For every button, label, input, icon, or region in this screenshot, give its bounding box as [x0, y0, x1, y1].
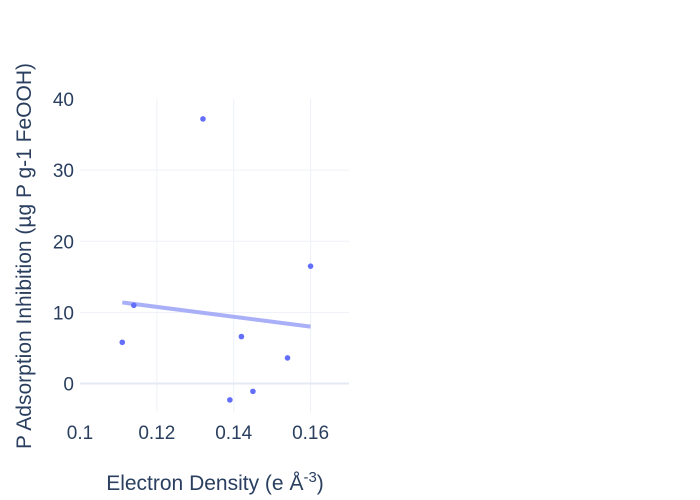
- y-tick-label: 0: [63, 375, 74, 396]
- x-tick-label: 0.12: [138, 423, 175, 444]
- x-tick-label: 0.14: [215, 423, 252, 444]
- y-axis-title: P Adsorption Inhibition (µg P g-1 FeOOH): [13, 63, 36, 449]
- y-tick-label: 10: [53, 303, 74, 324]
- scatter-point[interactable]: [131, 302, 137, 309]
- x-axis-title-superscript: -3: [303, 469, 316, 486]
- scatter-point[interactable]: [238, 333, 245, 340]
- scatter-point[interactable]: [307, 263, 314, 269]
- x-tick-label: 0.1: [67, 423, 93, 444]
- scatter-point[interactable]: [119, 339, 126, 346]
- scatter-point[interactable]: [200, 116, 206, 122]
- x-axis-title-end: ): [317, 472, 324, 495]
- scatter-point[interactable]: [284, 355, 291, 361]
- x-axis-title: Electron Density (e Å-3): [106, 469, 324, 495]
- scatter-point[interactable]: [227, 397, 233, 403]
- scatter-point[interactable]: [250, 388, 256, 395]
- trendline[interactable]: [122, 300, 311, 329]
- y-tick-labels: 0 10 20 30 40: [53, 90, 74, 396]
- gridlines: [80, 99, 349, 412]
- points-layer: [119, 116, 314, 403]
- y-tick-label: 30: [53, 161, 74, 182]
- x-axis-title-main: Electron Density (e Å: [106, 472, 303, 495]
- y-tick-label: 40: [53, 90, 74, 111]
- x-tick-labels: 0.1 0.12 0.14 0.16: [67, 423, 329, 444]
- y-tick-label: 20: [53, 232, 74, 253]
- trendline-layer: [122, 300, 311, 329]
- x-tick-label: 0.16: [292, 423, 329, 444]
